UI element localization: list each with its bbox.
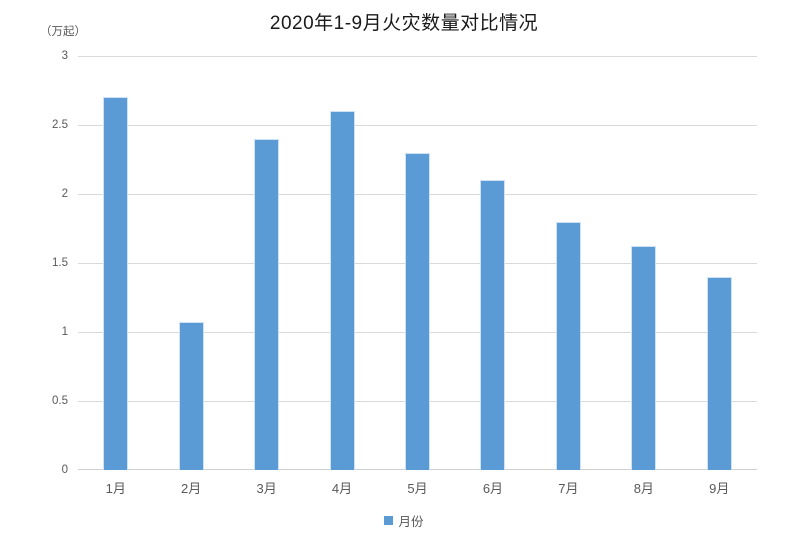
x-axis-label: 3月	[256, 481, 277, 496]
x-axis-label: 2月	[181, 481, 202, 496]
bar-2月	[178, 322, 204, 470]
gridline	[78, 125, 757, 126]
x-axis-label: 7月	[558, 481, 579, 496]
plot-area	[78, 56, 757, 470]
gridline	[78, 56, 757, 57]
y-tick-label: 1.5	[52, 257, 68, 269]
chart-title: 2020年1-9月火灾数量对比情况	[269, 13, 539, 34]
bar-7月	[555, 221, 581, 470]
bar-5月	[405, 152, 430, 470]
x-axis-label: 8月	[633, 481, 654, 496]
y-tick-label: 2	[61, 188, 68, 200]
y-tick-label: 3	[61, 50, 68, 62]
y-tick-label: 0.5	[52, 395, 68, 407]
x-axis-label: 1月	[105, 481, 126, 496]
x-axis-label: 5月	[407, 481, 428, 496]
y-axis-unit-label: （万起）	[40, 26, 86, 38]
y-tick-label: 2.5	[52, 119, 68, 131]
bar-4月	[329, 111, 355, 470]
legend-series-label: 月份	[398, 514, 424, 529]
y-tick-label: 1	[61, 326, 68, 338]
bar-1月	[103, 97, 129, 470]
legend: 月份	[0, 510, 808, 530]
x-axis-label: 4月	[331, 481, 353, 496]
legend-swatch-icon	[384, 515, 394, 525]
y-tick-label: 0	[61, 464, 68, 476]
bar-9月	[706, 276, 732, 470]
bar-6月	[480, 180, 506, 470]
bar-3月	[254, 138, 280, 470]
x-axis-label: 6月	[482, 481, 504, 496]
bar-8月	[631, 246, 657, 470]
x-axis-label: 9月	[709, 481, 730, 496]
